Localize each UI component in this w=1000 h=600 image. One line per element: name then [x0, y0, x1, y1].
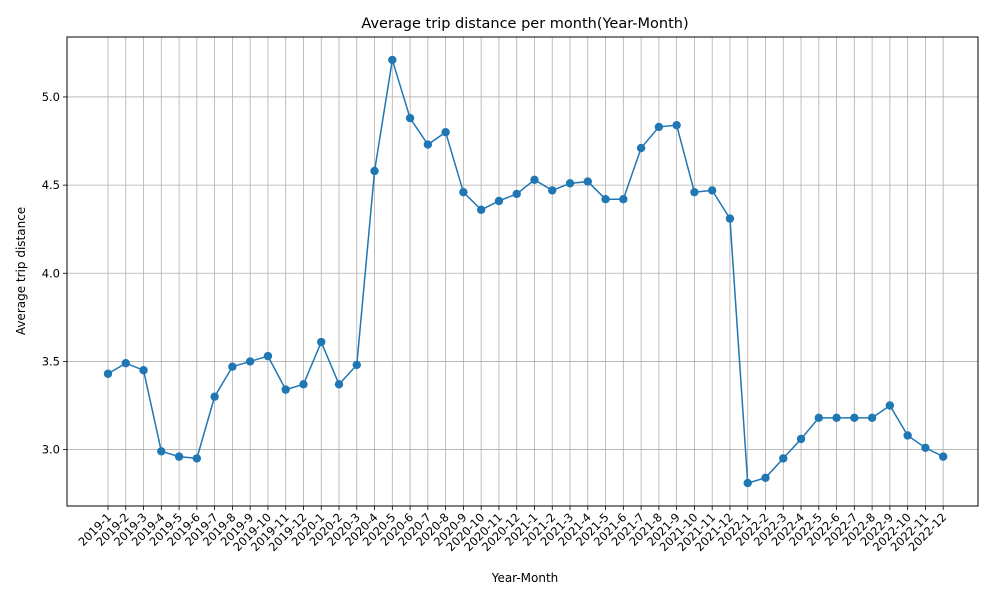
data-point: [263, 351, 273, 361]
data-point: [423, 140, 433, 149]
data-point: [299, 380, 308, 389]
data-point: [157, 447, 166, 456]
data-point: [103, 369, 113, 378]
x-axis-ticks: 2019-12019-22019-32019-42019-52019-62019…: [75, 506, 949, 554]
data-point: [174, 452, 184, 461]
data-point: [707, 186, 717, 195]
data-point: [405, 113, 415, 123]
data-point: [334, 380, 344, 389]
grid-lines: [67, 37, 978, 506]
data-point: [601, 195, 610, 204]
data-point: [441, 128, 450, 137]
chart-title: Average trip distance per month(Year-Mon…: [361, 16, 688, 32]
data-point: [867, 413, 877, 423]
data-point: [530, 175, 539, 185]
y-tick-label: 5.0: [42, 90, 60, 104]
data-point: [938, 452, 948, 461]
data-point: [814, 413, 823, 423]
data-point: [210, 392, 219, 401]
data-point: [796, 434, 806, 444]
data-point: [832, 413, 841, 423]
y-tick-label: 3.5: [42, 354, 60, 368]
x-axis-label: Year-Month: [491, 571, 559, 585]
data-point: [654, 122, 664, 132]
data-point: [672, 120, 681, 130]
data-point: [565, 179, 575, 188]
data-point: [228, 362, 237, 371]
y-axis-label: Average trip distance: [14, 207, 28, 335]
y-tick-label: 3.0: [42, 443, 60, 457]
data-point: [885, 401, 895, 410]
data-point: [245, 357, 255, 366]
data-series: [103, 55, 948, 488]
data-point: [459, 187, 468, 197]
y-tick-label: 4.5: [42, 178, 60, 192]
data-point: [512, 189, 521, 199]
data-point: [494, 196, 504, 206]
data-point: [352, 360, 361, 370]
data-point: [281, 385, 290, 394]
data-point: [690, 187, 699, 197]
data-point: [903, 431, 912, 440]
plot-frame: [66, 36, 979, 507]
data-point: [192, 454, 202, 463]
data-point: [548, 186, 557, 195]
data-point: [921, 443, 930, 453]
data-point: [121, 358, 130, 368]
y-tick-label: 4.0: [42, 266, 60, 280]
data-point: [619, 195, 628, 204]
data-point: [476, 205, 486, 214]
y-axis-ticks: 3.0 3.5 4.0 4.5 5.0: [42, 90, 67, 457]
data-point: [317, 337, 326, 347]
data-point: [850, 413, 859, 423]
data-point: [370, 166, 379, 176]
data-point: [725, 214, 735, 223]
data-point: [636, 143, 646, 153]
data-point: [743, 478, 752, 488]
data-point: [583, 177, 592, 186]
data-point: [388, 55, 397, 65]
data-point: [761, 473, 770, 482]
data-point: [779, 454, 788, 463]
data-point: [139, 366, 148, 375]
